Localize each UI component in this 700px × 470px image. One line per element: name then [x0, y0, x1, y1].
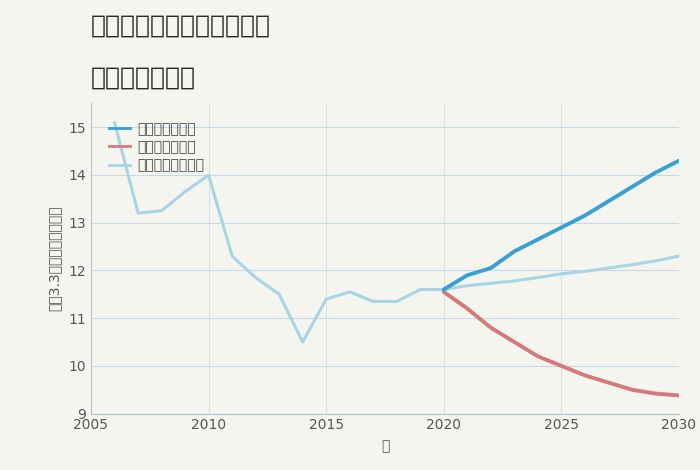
- ノーマルシナリオ: [346, 289, 354, 295]
- グッドシナリオ: [510, 249, 519, 254]
- ノーマルシナリオ: [228, 253, 237, 259]
- ノーマルシナリオ: [440, 287, 448, 292]
- Line: グッドシナリオ: グッドシナリオ: [444, 161, 679, 290]
- ノーマルシナリオ: [416, 287, 424, 292]
- ノーマルシナリオ: [393, 298, 401, 304]
- バッドシナリオ: [510, 339, 519, 345]
- バッドシナリオ: [675, 392, 683, 398]
- グッドシナリオ: [604, 198, 612, 204]
- ノーマルシナリオ: [275, 291, 284, 297]
- バッドシナリオ: [557, 363, 566, 368]
- バッドシナリオ: [463, 306, 472, 312]
- ノーマルシナリオ: [298, 339, 307, 345]
- ノーマルシナリオ: [322, 296, 330, 302]
- バッドシナリオ: [440, 289, 448, 295]
- ノーマルシナリオ: [204, 172, 213, 178]
- グッドシナリオ: [557, 225, 566, 230]
- グッドシナリオ: [463, 273, 472, 278]
- バッドシナリオ: [604, 380, 612, 385]
- バッドシナリオ: [533, 353, 542, 359]
- Y-axis label: 坪（3.3㎡）単価（万円）: 坪（3.3㎡）単価（万円）: [48, 206, 62, 311]
- ノーマルシナリオ: [158, 208, 166, 213]
- ノーマルシナリオ: [111, 120, 119, 125]
- グッドシナリオ: [675, 158, 683, 164]
- バッドシナリオ: [486, 325, 495, 330]
- グッドシナリオ: [581, 213, 589, 219]
- グッドシナリオ: [533, 236, 542, 242]
- ノーマルシナリオ: [369, 298, 377, 304]
- ノーマルシナリオ: [251, 275, 260, 281]
- ノーマルシナリオ: [181, 189, 189, 195]
- Legend: グッドシナリオ, バッドシナリオ, ノーマルシナリオ: グッドシナリオ, バッドシナリオ, ノーマルシナリオ: [104, 117, 210, 178]
- グッドシナリオ: [651, 170, 659, 175]
- グッドシナリオ: [440, 287, 448, 292]
- ノーマルシナリオ: [134, 211, 142, 216]
- グッドシナリオ: [486, 265, 495, 271]
- バッドシナリオ: [628, 387, 636, 392]
- バッドシナリオ: [581, 373, 589, 378]
- Text: 三重県桑名市長島町又木の: 三重県桑名市長島町又木の: [91, 14, 271, 38]
- グッドシナリオ: [628, 184, 636, 190]
- X-axis label: 年: 年: [381, 439, 389, 454]
- Line: ノーマルシナリオ: ノーマルシナリオ: [115, 123, 444, 342]
- バッドシナリオ: [651, 391, 659, 396]
- Text: 土地の価格推移: 土地の価格推移: [91, 66, 196, 90]
- Line: バッドシナリオ: バッドシナリオ: [444, 292, 679, 395]
